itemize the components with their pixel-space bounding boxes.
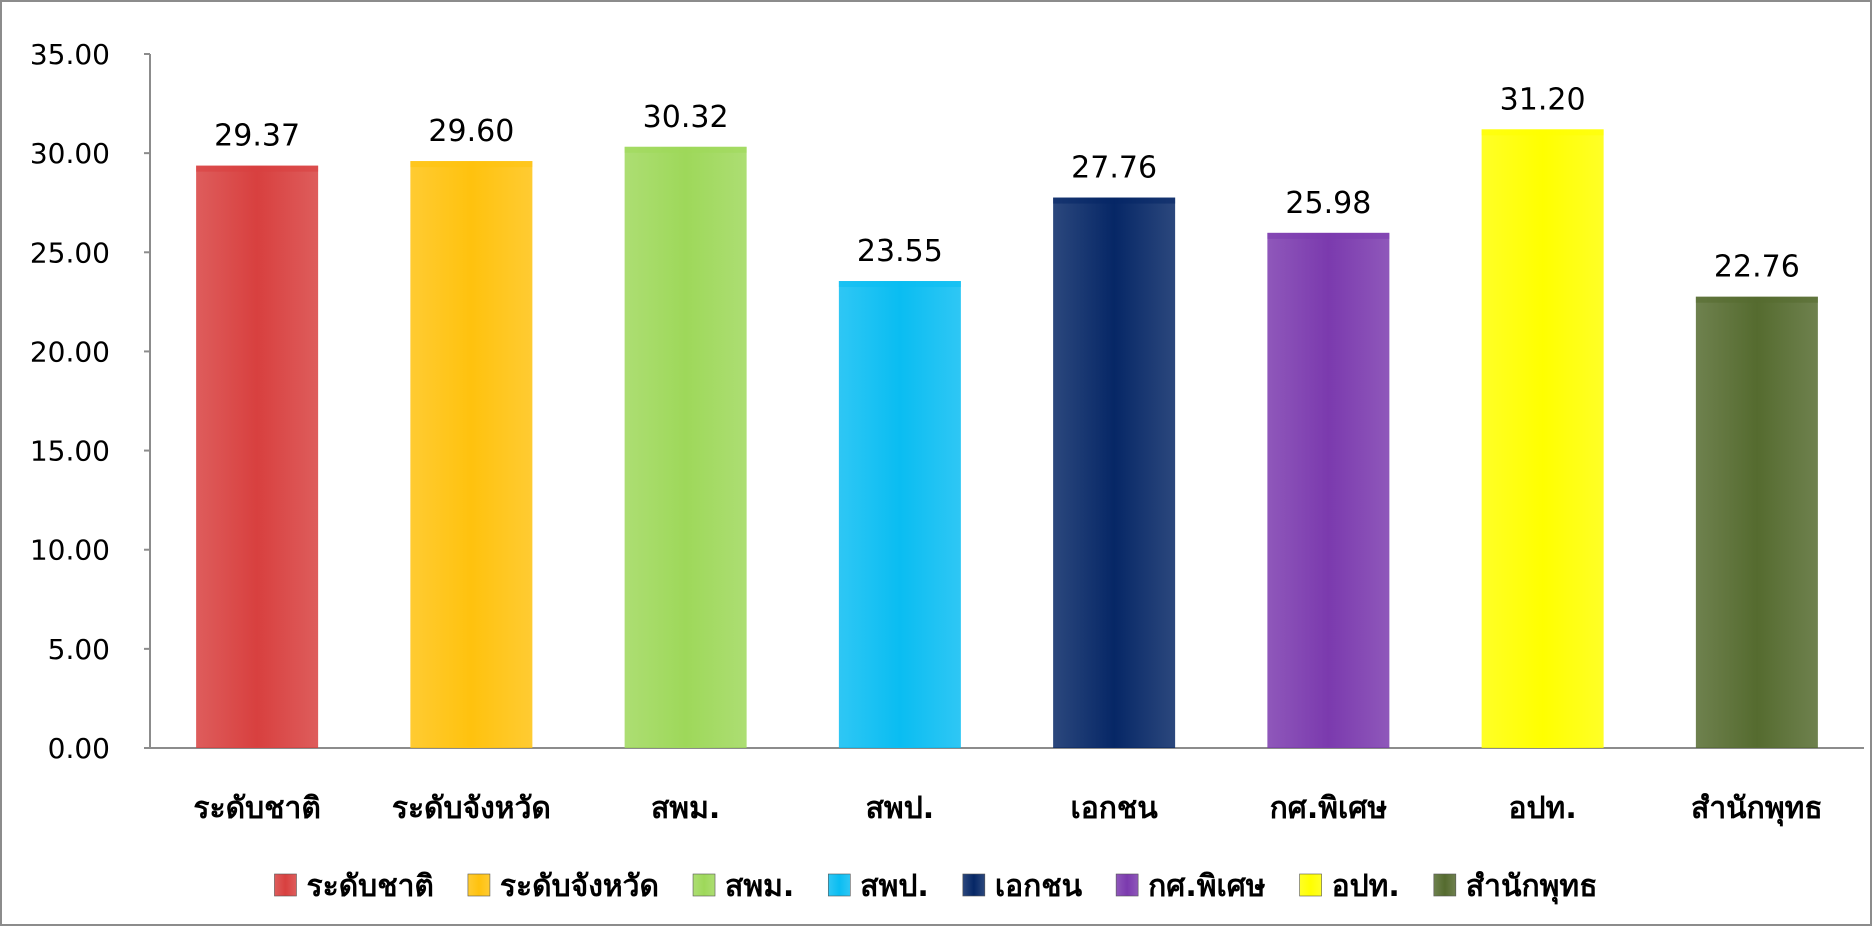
- legend-swatch: [1115, 873, 1139, 897]
- legend-label: ระดับจังหวัด: [500, 869, 659, 904]
- legend-swatch: [1299, 873, 1322, 897]
- bar-series: [196, 129, 1818, 749]
- bar: [1053, 197, 1176, 749]
- y-tick-label: 35.00: [30, 38, 110, 71]
- bar: [1481, 129, 1604, 748]
- legend-swatch: [467, 873, 491, 897]
- x-tick-label: เอกชน: [1070, 791, 1158, 826]
- y-tick-label: 30.00: [30, 137, 110, 170]
- bar-top-bevel: [410, 161, 533, 168]
- legend-swatch: [274, 873, 297, 897]
- bar: [838, 281, 961, 748]
- x-tick-label: กศ.พิเศษ: [1270, 791, 1388, 826]
- chart-axes: [149, 54, 1864, 749]
- legend-label: สพป.: [860, 869, 929, 904]
- legend-swatch: [692, 873, 716, 897]
- legend-label: สพม.: [725, 869, 794, 904]
- legend-label: เอกชน: [995, 869, 1083, 904]
- bar-top-bevel: [1481, 129, 1604, 136]
- legend-swatch: [827, 873, 851, 897]
- y-tick-label: 5.00: [48, 633, 110, 666]
- y-tick-label: 10.00: [30, 534, 110, 567]
- x-tick-label: สพป.: [866, 791, 935, 826]
- data-label: 25.98: [1285, 186, 1371, 221]
- data-label: 22.76: [1714, 250, 1800, 285]
- legend: ระดับชาติ ระดับจังหวัด สพม. สพป. เอกชน กศ.พิเ…: [274, 869, 1598, 905]
- y-axis-ticks: 0.00 5.00 10.00 15.00 20.00 25.00 30.00 35.00: [30, 38, 150, 765]
- bar: [624, 146, 747, 748]
- legend-swatch: [1433, 873, 1457, 897]
- data-label: 23.55: [857, 234, 943, 269]
- bar-top-bevel: [1267, 232, 1390, 239]
- legend-swatch: [962, 873, 986, 897]
- legend-label: อปท.: [1332, 869, 1400, 904]
- bar-top-bevel: [624, 146, 747, 153]
- legend-label: ระดับชาติ: [306, 869, 433, 904]
- y-tick-label: 20.00: [30, 335, 110, 368]
- x-tick-label: สพม.: [651, 791, 720, 826]
- bar: [410, 161, 533, 748]
- data-label: 29.60: [428, 114, 514, 149]
- x-tick-label: ระดับชาติ: [193, 791, 320, 826]
- x-tick-label: ระดับจังหวัด: [392, 791, 551, 826]
- bar-top-bevel: [838, 281, 961, 288]
- x-axis-labels: ระดับชาติ ระดับจังหวัด สพม. สพป. เอกชน กศ.พิเ…: [193, 791, 1822, 827]
- legend-label: กศ.พิเศษ: [1148, 869, 1266, 904]
- bar-top-bevel: [1053, 197, 1176, 204]
- bar-top-bevel: [196, 165, 319, 172]
- data-label: 31.20: [1500, 82, 1586, 117]
- x-tick-label: อปท.: [1509, 791, 1577, 826]
- data-label: 30.32: [643, 100, 729, 135]
- bar: [1695, 296, 1818, 748]
- y-tick-label: 0.00: [48, 732, 110, 765]
- data-label: 29.37: [214, 119, 300, 154]
- bar: [196, 165, 319, 748]
- data-label: 27.76: [1071, 151, 1157, 186]
- bar: [1267, 232, 1390, 749]
- x-tick-label: สำนักพุทธ: [1691, 791, 1823, 827]
- bar-top-bevel: [1695, 296, 1818, 303]
- y-tick-label: 25.00: [30, 236, 110, 269]
- y-tick-label: 15.00: [30, 435, 110, 468]
- legend-label: สำนักพุทธ: [1466, 869, 1598, 905]
- data-labels: 29.37 29.60 30.32 23.55 27.76 25.98 31.20 22.76: [214, 82, 1800, 284]
